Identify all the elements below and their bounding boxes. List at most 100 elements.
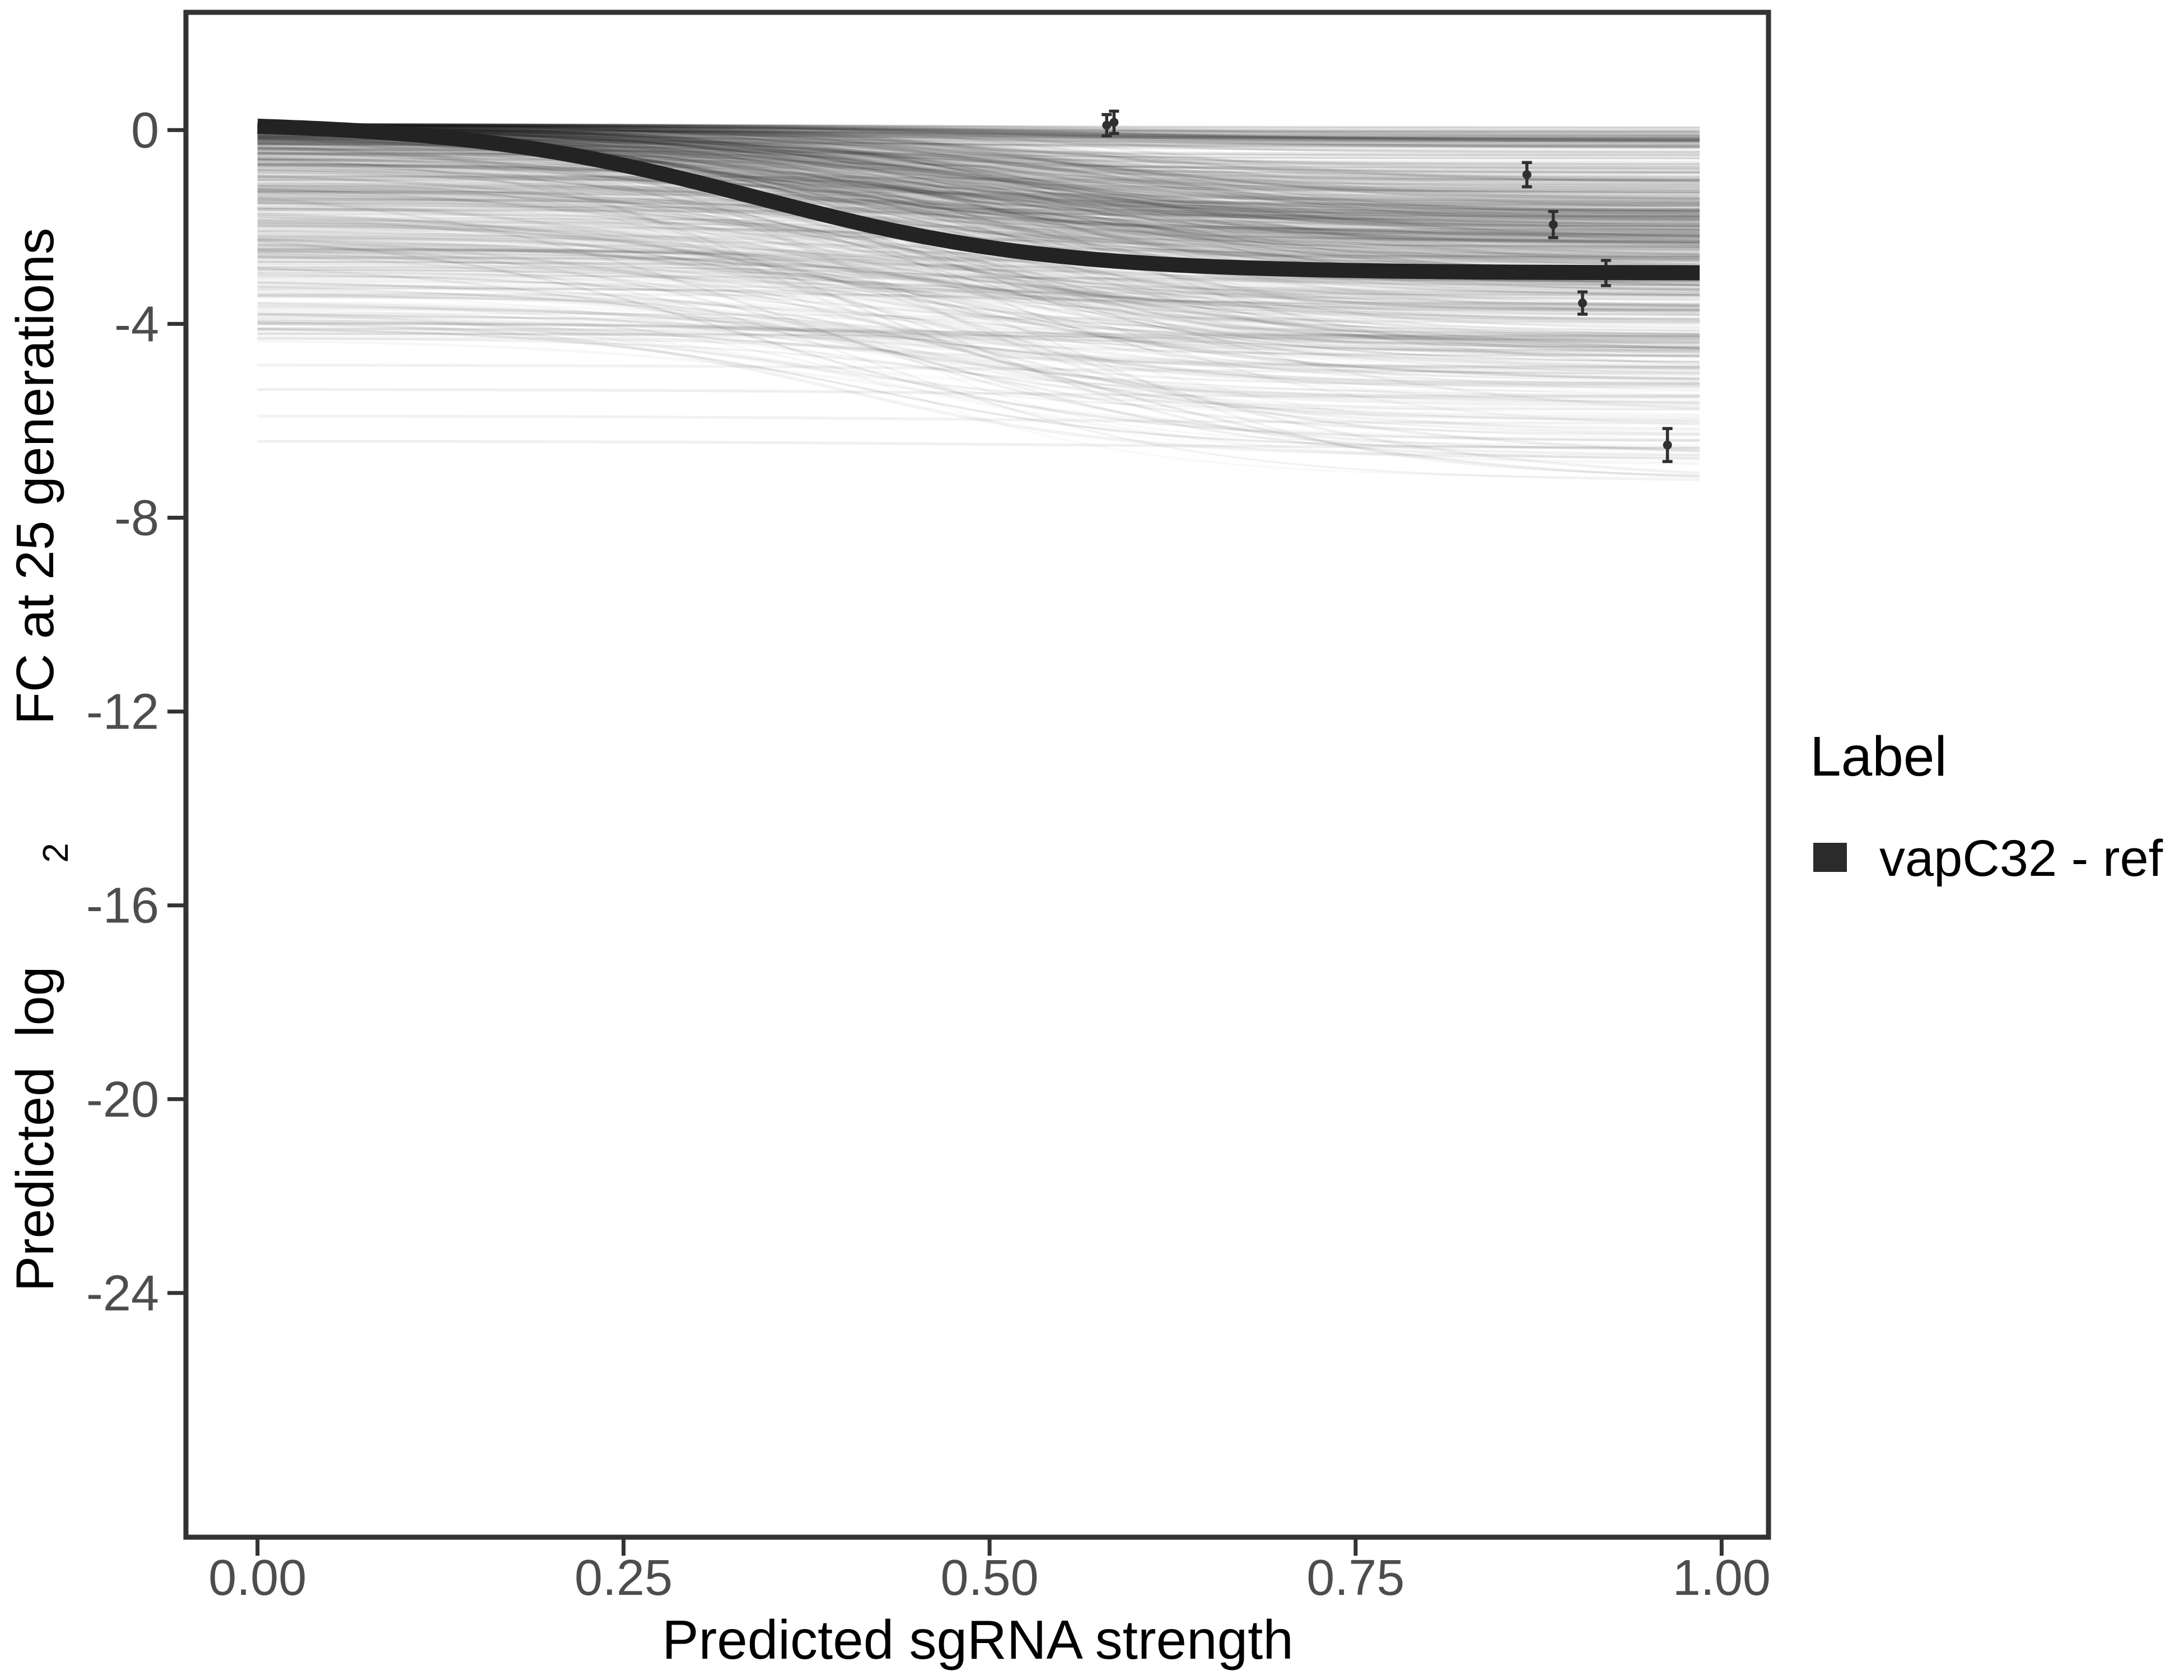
y-axis-title-suffix: FC at 25 generations <box>6 228 65 740</box>
ensemble-curve <box>257 199 1700 217</box>
ensemble-curve <box>257 128 1700 195</box>
ensemble-curve <box>257 180 1700 306</box>
point-marker <box>1663 440 1672 450</box>
ensemble-curve <box>257 246 1700 349</box>
ensemble-curve <box>257 198 1700 208</box>
ensemble-curve <box>257 146 1700 431</box>
ensemble-curve <box>257 128 1700 218</box>
ensemble-curve <box>257 159 1700 258</box>
ensemble-curve <box>257 306 1700 395</box>
ensemble-curve <box>257 161 1700 307</box>
ensemble-curve <box>257 218 1700 232</box>
ensemble-curve <box>257 151 1700 241</box>
ensemble-curve <box>257 124 1700 198</box>
ensemble-curve <box>257 172 1700 267</box>
ensemble-curve <box>257 185 1700 193</box>
ensemble-curve <box>257 127 1700 149</box>
ensemble-curve <box>257 249 1700 262</box>
ensemble-curve <box>257 153 1700 293</box>
ensemble-curves <box>257 123 1700 481</box>
ensemble-curve <box>257 222 1700 311</box>
ensemble-curve <box>257 330 1700 344</box>
ensemble-curve <box>257 125 1700 139</box>
ensemble-curve <box>257 125 1700 217</box>
ensemble-curve <box>257 260 1700 376</box>
ensemble-curve <box>257 164 1700 231</box>
ensemble-curve <box>257 127 1700 221</box>
ensemble-curve <box>257 190 1700 337</box>
ensemble-curve <box>257 167 1700 237</box>
ensemble-curve <box>257 363 1700 374</box>
ensemble-curve <box>257 145 1700 193</box>
ensemble-curve <box>257 124 1700 133</box>
data-point <box>1522 161 1532 189</box>
ensemble-curve <box>257 249 1700 319</box>
legend-title: Label <box>1810 725 1947 788</box>
ensemble-curve <box>257 123 1700 204</box>
y-tick-label: 0 <box>131 102 159 158</box>
ensemble-curve <box>257 238 1700 386</box>
ensemble-curve <box>257 129 1700 193</box>
ensemble-curve <box>257 206 1700 218</box>
ensemble-curve <box>257 284 1700 291</box>
ensemble-curve <box>257 128 1700 141</box>
ensemble-curve <box>257 224 1700 316</box>
ensemble-curve <box>257 124 1700 246</box>
ensemble-curve <box>257 272 1700 321</box>
ensemble-curve <box>257 125 1700 142</box>
ensemble-curve <box>257 318 1700 368</box>
ensemble-curve <box>257 280 1700 296</box>
ensemble-curve <box>257 123 1700 133</box>
ensemble-curve <box>257 212 1700 381</box>
ensemble-curve <box>257 337 1700 435</box>
ensemble-curve <box>257 214 1700 321</box>
ensemble-curve <box>257 255 1700 316</box>
ensemble-curve <box>257 126 1700 175</box>
ensemble-curve <box>257 190 1700 235</box>
ensemble-curve <box>257 124 1700 184</box>
ensemble-curve <box>257 125 1700 189</box>
ensemble-curve <box>257 180 1700 235</box>
ensemble-curve <box>257 198 1700 258</box>
ensemble-curve <box>257 189 1700 240</box>
x-axis-title: Predicted sgRNA strength <box>662 1609 1294 1670</box>
point-marker <box>1522 170 1532 179</box>
ensemble-curve <box>257 129 1700 221</box>
ensemble-curve <box>257 175 1700 182</box>
ensemble-curve <box>257 157 1700 422</box>
ensemble-curve <box>257 130 1700 238</box>
ensemble-curve <box>257 123 1700 228</box>
ensemble-curve <box>257 282 1700 478</box>
legend-key-vapc32-swatch <box>1813 843 1847 872</box>
ensemble-curve <box>257 182 1700 231</box>
ensemble-curve <box>257 151 1700 237</box>
ensemble-curve <box>257 293 1700 370</box>
ensemble-curve <box>257 198 1700 207</box>
ensemble-curve <box>257 149 1700 236</box>
ensemble-curve <box>257 239 1700 380</box>
ensemble-curve <box>257 306 1700 418</box>
ensemble-curve <box>257 124 1700 283</box>
legend: Label vapC32 - ref <box>1810 725 2163 887</box>
ensemble-curve <box>257 123 1700 182</box>
panel-border <box>183 10 1771 1540</box>
ensemble-curve <box>257 185 1700 251</box>
ensemble-curve <box>257 257 1700 263</box>
ensemble-curve <box>257 305 1700 363</box>
ensemble-curve <box>257 127 1700 242</box>
y-tick-label: -24 <box>86 1266 159 1322</box>
ensemble-curve <box>257 124 1700 141</box>
data-point <box>1102 113 1112 138</box>
x-axis: 0.00 0.25 0.50 0.75 1.00 <box>208 1537 1771 1606</box>
ensemble-curve <box>257 159 1700 259</box>
ensemble-curve <box>257 127 1700 143</box>
ensemble-curve <box>257 125 1700 250</box>
ensemble-curve <box>257 125 1700 271</box>
y-tick-label: -12 <box>86 684 159 740</box>
ensemble-curve <box>257 255 1700 481</box>
ensemble-curve <box>257 130 1700 139</box>
ensemble-curve <box>257 152 1700 170</box>
ensemble-curve <box>257 128 1700 231</box>
ensemble-curve <box>257 123 1700 139</box>
